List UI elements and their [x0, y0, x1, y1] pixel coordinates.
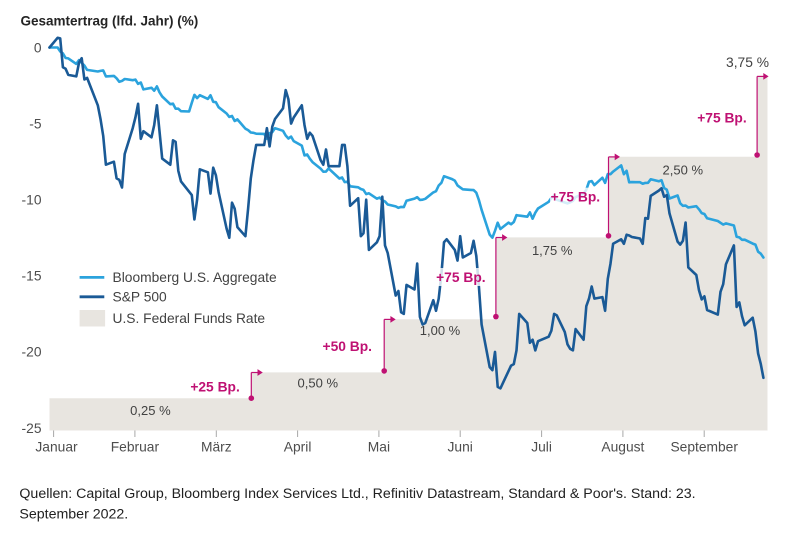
svg-text:Februar: Februar	[111, 440, 160, 455]
svg-text:September: September	[670, 440, 738, 455]
svg-text:+75 Bp.: +75 Bp.	[436, 270, 485, 285]
svg-text:S&P 500: S&P 500	[113, 290, 168, 305]
svg-text:März: März	[201, 440, 232, 455]
svg-text:0,25 %: 0,25 %	[130, 403, 171, 418]
svg-text:-15: -15	[22, 269, 42, 284]
svg-text:Gesamtertrag (lfd. Jahr) (%): Gesamtertrag (lfd. Jahr) (%)	[21, 14, 199, 29]
svg-text:1,00 %: 1,00 %	[420, 323, 461, 338]
svg-text:0: 0	[34, 40, 42, 55]
svg-text:+75 Bp.: +75 Bp.	[697, 110, 746, 125]
svg-text:Bloomberg U.S. Aggregate: Bloomberg U.S. Aggregate	[113, 270, 277, 285]
svg-text:September 2022.: September 2022.	[19, 507, 128, 523]
svg-text:Quellen: Capital Group, Bloomb: Quellen: Capital Group, Bloomberg Index …	[19, 486, 695, 502]
svg-text:Januar: Januar	[35, 440, 78, 455]
svg-text:3,75 %: 3,75 %	[726, 55, 769, 70]
svg-text:1,75 %: 1,75 %	[532, 243, 573, 258]
svg-text:+50 Bp.: +50 Bp.	[323, 339, 372, 354]
svg-text:-5: -5	[29, 116, 42, 131]
svg-text:Juni: Juni	[448, 440, 473, 455]
svg-text:2,50 %: 2,50 %	[663, 162, 704, 177]
svg-text:Mai: Mai	[368, 440, 390, 455]
svg-text:-10: -10	[22, 193, 42, 208]
svg-text:0,50 %: 0,50 %	[298, 375, 339, 390]
svg-text:Juli: Juli	[531, 440, 552, 455]
svg-text:-25: -25	[22, 421, 42, 436]
svg-text:+75 Bp.: +75 Bp.	[551, 190, 600, 205]
svg-text:April: April	[284, 440, 312, 455]
svg-text:+25 Bp.: +25 Bp.	[190, 379, 239, 394]
svg-text:U.S. Federal Funds Rate: U.S. Federal Funds Rate	[113, 311, 266, 326]
svg-text:-20: -20	[22, 345, 42, 360]
svg-text:August: August	[601, 440, 644, 455]
